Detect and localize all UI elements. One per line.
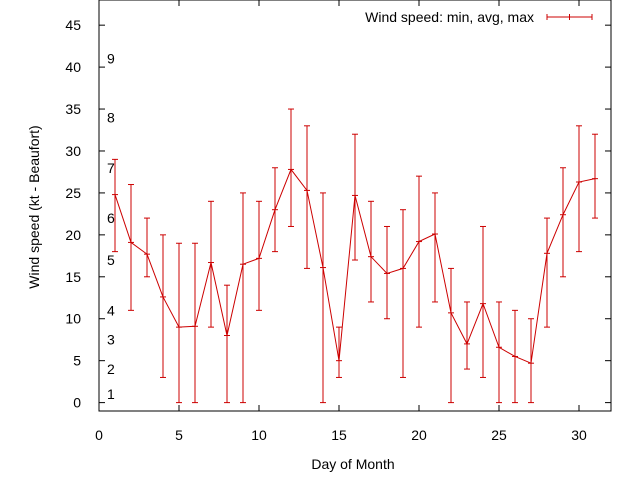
error-bar xyxy=(240,192,246,404)
data-point xyxy=(528,360,534,367)
beaufort-label: 4 xyxy=(107,302,115,318)
beaufort-label: 2 xyxy=(107,361,115,377)
data-point xyxy=(352,192,358,199)
error-bar xyxy=(336,326,342,378)
data-point xyxy=(560,211,566,218)
data-point xyxy=(432,231,438,238)
error-bar xyxy=(576,125,582,253)
data-point xyxy=(160,293,166,300)
y-tick-label: 35 xyxy=(65,101,81,117)
error-bar xyxy=(192,242,198,404)
series-wind-speed xyxy=(112,108,598,404)
data-point xyxy=(288,166,294,173)
error-bar xyxy=(400,209,406,378)
beaufort-scale: 1 2 3 4 5 6 7 8 9 xyxy=(107,51,115,403)
legend: Wind speed: min, avg, max xyxy=(365,9,593,25)
error-bar xyxy=(368,200,374,303)
data-point xyxy=(544,250,550,257)
data-point xyxy=(320,264,326,271)
x-tick-label: 20 xyxy=(411,427,427,443)
y-tick-label: 5 xyxy=(73,353,81,369)
beaufort-label: 7 xyxy=(107,160,115,176)
data-point xyxy=(384,270,390,277)
data-point xyxy=(112,191,118,198)
error-bar xyxy=(432,192,438,303)
data-point xyxy=(400,265,406,272)
data-point xyxy=(368,253,374,260)
beaufort-label: 6 xyxy=(107,210,115,226)
y-tick-label: 40 xyxy=(65,59,81,75)
error-bar xyxy=(496,301,502,404)
data-point xyxy=(240,261,246,268)
y-tick-label: 25 xyxy=(65,185,81,201)
x-tick-label: 5 xyxy=(175,427,183,443)
y-tick-label: 15 xyxy=(65,269,81,285)
x-tick-label: 25 xyxy=(491,427,507,443)
x-tick-label: 30 xyxy=(571,427,587,443)
error-bar xyxy=(144,217,150,278)
x-tick-label: 15 xyxy=(331,427,347,443)
data-point xyxy=(176,324,182,331)
error-bar xyxy=(544,217,550,328)
beaufort-label: 1 xyxy=(107,386,115,402)
data-point xyxy=(464,340,470,347)
y-tick-label: 30 xyxy=(65,143,81,159)
error-bar xyxy=(560,167,566,278)
data-point xyxy=(128,239,134,246)
data-point xyxy=(448,309,454,316)
data-point xyxy=(144,251,150,258)
data-point xyxy=(304,187,310,194)
data-point xyxy=(416,238,422,245)
beaufort-label: 9 xyxy=(107,51,115,67)
x-tick-label: 10 xyxy=(251,427,267,443)
y-tick-label: 0 xyxy=(73,395,81,411)
data-point xyxy=(256,255,262,262)
legend-label: Wind speed: min, avg, max xyxy=(365,9,534,25)
series-line-avg xyxy=(114,168,596,364)
data-point xyxy=(480,300,486,307)
data-point xyxy=(208,259,214,266)
beaufort-label: 3 xyxy=(107,332,115,348)
error-bar xyxy=(176,242,182,404)
data-point xyxy=(592,175,598,182)
beaufort-label: 5 xyxy=(107,252,115,268)
error-bar xyxy=(448,267,454,404)
error-bar xyxy=(224,284,230,404)
error-bar xyxy=(464,301,470,370)
x-tick-label: 0 xyxy=(95,427,103,443)
legend-sample xyxy=(546,14,593,20)
data-point xyxy=(496,344,502,351)
data-point xyxy=(512,353,518,360)
x-axis-title: Day of Month xyxy=(311,456,394,472)
error-bar xyxy=(304,125,310,269)
beaufort-label: 8 xyxy=(107,109,115,125)
data-point xyxy=(272,206,278,213)
data-point xyxy=(336,357,342,364)
data-point xyxy=(192,323,198,330)
error-bar xyxy=(416,175,422,328)
y-tick-label: 45 xyxy=(65,17,81,33)
y-tick-label: 10 xyxy=(65,311,81,327)
plot-frame xyxy=(98,0,612,412)
y-tick-label: 20 xyxy=(65,227,81,243)
error-bar xyxy=(320,192,326,404)
data-point xyxy=(224,332,230,339)
data-point xyxy=(576,179,582,186)
error-bar xyxy=(160,234,166,378)
y-axis-title: Wind speed (kt - Beaufort) xyxy=(26,125,42,288)
error-bar xyxy=(128,184,134,311)
error-bar xyxy=(112,158,118,253)
axis-ticks xyxy=(98,0,611,411)
